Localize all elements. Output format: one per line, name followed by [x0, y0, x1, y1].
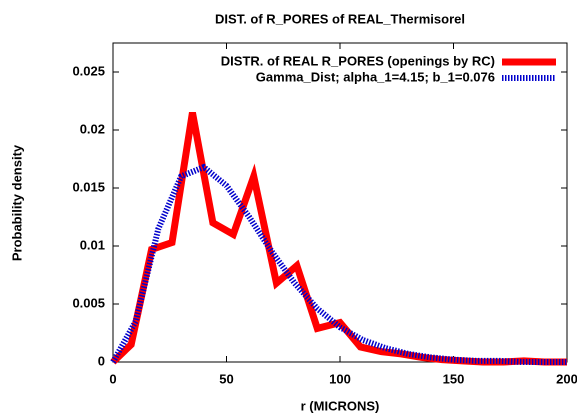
- y-tick-label: 0.02: [80, 121, 105, 136]
- x-tick-label: 100: [329, 371, 351, 386]
- y-axis-label: Probability density: [9, 144, 24, 261]
- y-tick-label: 0: [98, 353, 105, 368]
- y-tick-label: 0.025: [72, 63, 105, 78]
- x-tick-label: 50: [219, 371, 233, 386]
- series-line: [110, 111, 567, 366]
- y-tick-label: 0.01: [80, 237, 105, 252]
- x-tick-label: 150: [443, 371, 465, 386]
- x-axis-label: r (MICRONS): [301, 398, 380, 413]
- y-tick-label: 0.005: [72, 295, 105, 310]
- x-tick-label: 200: [556, 371, 577, 386]
- legend-label: DISTR. of REAL R_PORES (openings by RC): [221, 53, 495, 68]
- x-tick-label: 0: [109, 371, 116, 386]
- series-line: [110, 163, 567, 365]
- chart-title: DIST. of R_PORES of REAL_Thermisorel: [215, 11, 465, 26]
- legend-label: Gamma_Dist; alpha_1=4.15; b_1=0.076: [256, 69, 495, 84]
- y-tick-label: 0.015: [72, 179, 105, 194]
